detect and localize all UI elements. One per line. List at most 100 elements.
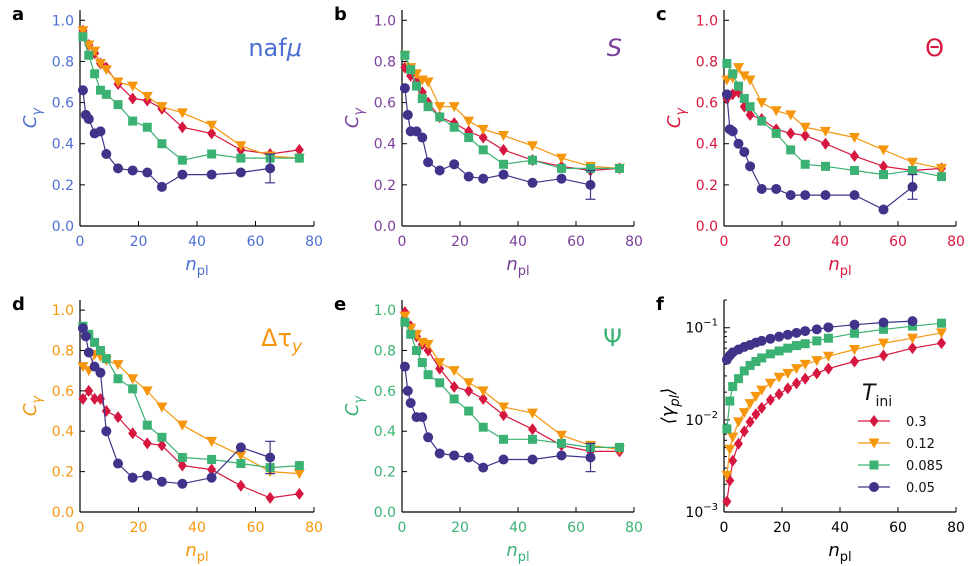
data-point (820, 190, 831, 201)
data-point (907, 181, 918, 192)
x-tick-label: 0 (398, 234, 407, 250)
data-point (791, 364, 802, 375)
data-point (733, 138, 744, 149)
y-axis-label: Cγ (342, 395, 367, 417)
data-point (739, 425, 749, 438)
data-point (556, 173, 567, 184)
title-main: naf (248, 34, 287, 62)
y-tick-label: 0.4 (374, 137, 396, 153)
data-point (449, 122, 459, 132)
y-tick-label: 10−3 (685, 502, 718, 521)
legend-entry: 0.3 (858, 415, 927, 430)
data-point (528, 434, 537, 444)
y-tick-label: 1.0 (696, 13, 718, 29)
x-tick-label: 40 (188, 234, 206, 250)
data-point (739, 93, 749, 103)
tick-base: 10 (685, 505, 703, 521)
series-2 (78, 321, 304, 473)
data-point (235, 141, 247, 152)
data-point (774, 346, 784, 356)
data-point (78, 392, 88, 405)
data-point (142, 470, 153, 481)
data-point (83, 40, 95, 51)
data-point (177, 459, 187, 472)
data-point (727, 432, 739, 443)
data-point (235, 450, 247, 461)
legend-entry: 0.085 (858, 459, 943, 474)
y-tick-label: 0.4 (52, 137, 74, 153)
data-point (449, 450, 460, 461)
data-point (722, 495, 732, 508)
data-point (464, 384, 474, 397)
tick-exponent: −2 (703, 410, 718, 421)
x-axis-label: npl (506, 540, 529, 565)
data-point (406, 65, 416, 75)
data-point (728, 454, 738, 467)
data-point (177, 121, 187, 134)
data-point (77, 85, 88, 96)
panel-d: 0 20 40 60 80 0.0 0.2 0.4 0.6 0.8 1.0 npl Cγ d Δτy (12, 294, 323, 565)
data-point (90, 69, 100, 79)
data-point (773, 372, 785, 383)
data-point (435, 362, 445, 375)
data-point (207, 149, 217, 159)
data-point (156, 476, 167, 487)
data-point (294, 487, 304, 500)
data-point (478, 145, 488, 155)
data-point (771, 183, 782, 194)
data-point (556, 450, 567, 461)
data-point (142, 122, 152, 132)
x-axis-label: npl (828, 540, 851, 565)
x-axis-label: npl (185, 540, 208, 565)
data-point (101, 354, 111, 364)
data-point (528, 155, 537, 165)
data-point (751, 357, 761, 367)
data-point (782, 329, 793, 340)
x-tick-label: 80 (305, 234, 323, 250)
y-label-main: ⟨γ (658, 405, 679, 424)
data-point (80, 331, 91, 342)
title-main: Θ (925, 34, 944, 62)
series-3 (77, 323, 276, 489)
x-label-sub: pl (518, 264, 530, 279)
data-point (95, 367, 106, 378)
data-point (127, 472, 138, 483)
data-point (176, 420, 188, 431)
data-point (849, 190, 860, 201)
y-tick-label: 1.0 (52, 13, 74, 29)
data-point (90, 392, 100, 405)
data-point (739, 366, 749, 376)
panel-letter: f (656, 294, 664, 315)
data-point (765, 393, 775, 406)
y-tick-label: 0.4 (52, 424, 74, 440)
y-label-main: C (342, 115, 363, 128)
data-point (756, 335, 767, 346)
data-point (463, 171, 474, 182)
data-point (399, 361, 410, 372)
y-label-main: C (20, 403, 41, 416)
y-tick-label: 10−2 (685, 410, 718, 429)
data-point (527, 408, 538, 419)
data-point (84, 50, 94, 60)
data-point (177, 155, 187, 165)
tick-exponent: −3 (703, 502, 718, 513)
data-point (527, 141, 538, 152)
data-point (782, 368, 794, 379)
data-point (434, 358, 446, 369)
y-tick-label: 0.0 (374, 219, 396, 235)
data-point (498, 169, 509, 180)
data-point (800, 129, 810, 142)
y-label-sub: γ (352, 395, 367, 404)
data-point (417, 358, 427, 368)
data-point (849, 319, 860, 330)
data-point (821, 137, 830, 150)
x-tick-label: 0 (76, 234, 85, 250)
data-point (879, 349, 888, 362)
data-point (423, 432, 434, 443)
data-point (879, 170, 888, 180)
y-label-main: C (342, 403, 363, 416)
data-point (478, 131, 488, 144)
data-point (738, 408, 750, 419)
y-tick-label: 0.6 (696, 96, 718, 112)
